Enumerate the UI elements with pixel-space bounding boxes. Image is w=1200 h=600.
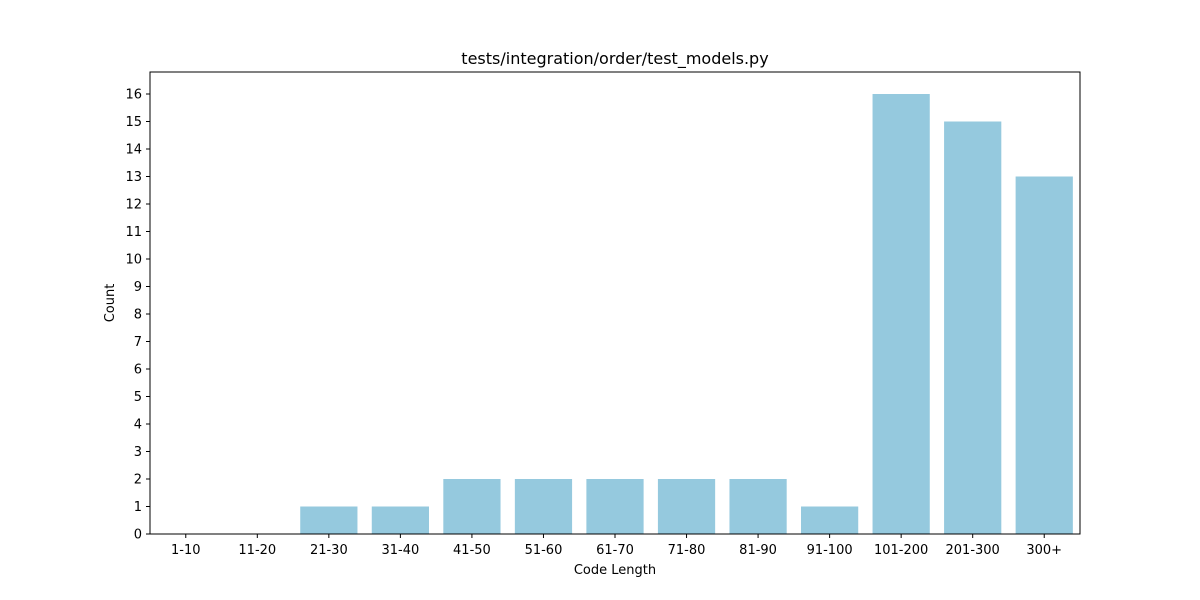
y-tick-label: 9	[134, 280, 142, 295]
x-tick-label: 91-100	[807, 543, 853, 558]
bar-101-200	[872, 94, 930, 534]
y-tick-label: 8	[134, 308, 142, 323]
x-tick-label: 101-200	[874, 543, 928, 558]
x-tick-label: 61-70	[596, 543, 634, 558]
x-axis-label: Code Length	[574, 563, 656, 578]
x-tick-label: 31-40	[381, 543, 419, 558]
y-tick-label: 2	[134, 473, 142, 488]
bar-21-30	[300, 506, 358, 534]
bar-201-300	[944, 121, 1002, 534]
x-tick-label: 21-30	[310, 543, 348, 558]
bar-61-70	[586, 479, 644, 534]
y-tick-label: 6	[134, 363, 142, 378]
y-tick-label: 7	[134, 335, 142, 350]
x-tick-label: 11-20	[238, 543, 276, 558]
bar-300+	[1015, 176, 1073, 534]
plot-frame	[149, 71, 1081, 535]
bar-31-40	[371, 506, 429, 534]
x-tick-label: 71-80	[668, 543, 706, 558]
y-tick-label: 12	[125, 198, 142, 213]
y-tick-label: 4	[134, 418, 142, 433]
y-tick-label: 13	[125, 170, 142, 185]
x-tick-label: 41-50	[453, 543, 491, 558]
y-tick-label: 10	[125, 253, 142, 268]
bar-41-50	[443, 479, 501, 534]
y-tick-label: 16	[125, 88, 142, 103]
y-tick-label: 14	[125, 143, 142, 158]
bar-71-80	[657, 479, 716, 534]
y-tick-label: 0	[134, 528, 142, 543]
x-tick-label: 300+	[1026, 543, 1062, 558]
bar-91-100	[801, 506, 859, 534]
y-tick-label: 3	[134, 445, 142, 460]
bar-81-90	[729, 479, 787, 534]
y-tick-label: 1	[134, 500, 142, 515]
bars-group	[300, 94, 1073, 534]
y-tick-label: 11	[125, 225, 142, 240]
x-axis: 1-10 11-20 21-30 31-40 41-50 51-60 61-70 71-80 8…	[171, 534, 1062, 558]
y-axis-label: Count	[103, 284, 118, 323]
chart-title: tests/integration/order/test_models.py	[461, 49, 768, 69]
x-tick-label: 81-90	[739, 543, 777, 558]
x-tick-label: 51-60	[525, 543, 563, 558]
y-tick-label: 5	[134, 390, 142, 405]
bar-51-60	[514, 479, 573, 534]
x-tick-label: 1-10	[171, 543, 201, 558]
x-tick-label: 201-300	[946, 543, 1000, 558]
y-tick-label: 15	[125, 115, 142, 130]
